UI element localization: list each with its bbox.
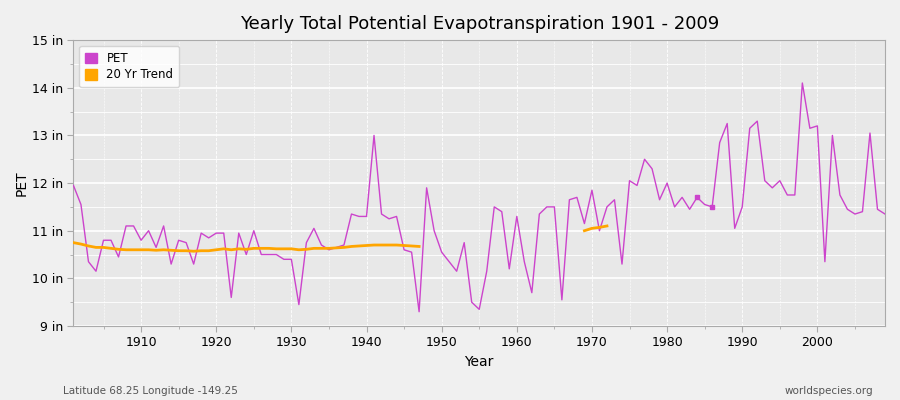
20 Yr Trend [219,246,230,251]
20 Yr Trend [91,245,102,250]
PET [293,302,304,307]
Text: Latitude 68.25 Longitude -149.25: Latitude 68.25 Longitude -149.25 [63,386,238,396]
20 Yr Trend [383,243,394,248]
20 Yr Trend [286,246,297,251]
20 Yr Trend [98,245,109,250]
20 Yr Trend [113,247,124,252]
20 Yr Trend [414,244,425,249]
20 Yr Trend [76,242,86,246]
20 Yr Trend [361,243,372,248]
PET [414,309,425,314]
20 Yr Trend [128,247,139,252]
PET [609,197,620,202]
20 Yr Trend [264,246,274,251]
20 Yr Trend [392,243,402,248]
PET [519,259,530,264]
20 Yr Trend [399,243,410,248]
20 Yr Trend [241,247,252,252]
20 Yr Trend [158,247,169,252]
PET [68,183,79,188]
20 Yr Trend [316,246,327,251]
20 Yr Trend [68,240,79,245]
20 Yr Trend [293,247,304,252]
20 Yr Trend [211,247,221,252]
Title: Yearly Total Potential Evapotranspiration 1901 - 2009: Yearly Total Potential Evapotranspiratio… [239,15,719,33]
20 Yr Trend [188,249,199,254]
PET [128,224,139,228]
PET [796,80,807,85]
20 Yr Trend [271,246,282,251]
20 Yr Trend [143,247,154,252]
20 Yr Trend [173,248,184,253]
20 Yr Trend [354,244,364,248]
20 Yr Trend [369,243,380,248]
PET [338,243,349,248]
20 Yr Trend [226,247,237,252]
20 Yr Trend [309,246,320,251]
Line: 20 Yr Trend: 20 Yr Trend [74,243,419,251]
20 Yr Trend [323,246,334,251]
20 Yr Trend [406,244,417,248]
20 Yr Trend [248,246,259,251]
20 Yr Trend [166,248,176,253]
20 Yr Trend [136,247,147,252]
20 Yr Trend [338,245,349,250]
20 Yr Trend [105,246,116,251]
20 Yr Trend [121,247,131,252]
20 Yr Trend [301,247,311,252]
Legend: PET, 20 Yr Trend: PET, 20 Yr Trend [79,46,179,87]
20 Yr Trend [256,246,266,251]
20 Yr Trend [150,248,161,253]
20 Yr Trend [203,248,214,253]
20 Yr Trend [233,246,244,251]
PET [511,214,522,219]
Text: worldspecies.org: worldspecies.org [785,386,873,396]
20 Yr Trend [331,246,342,250]
PET [879,212,890,216]
Y-axis label: PET: PET [15,170,29,196]
20 Yr Trend [346,244,357,249]
20 Yr Trend [278,246,289,251]
20 Yr Trend [83,244,94,248]
X-axis label: Year: Year [464,355,494,369]
20 Yr Trend [181,248,192,253]
20 Yr Trend [196,248,207,253]
20 Yr Trend [376,243,387,248]
Line: PET: PET [74,83,885,312]
